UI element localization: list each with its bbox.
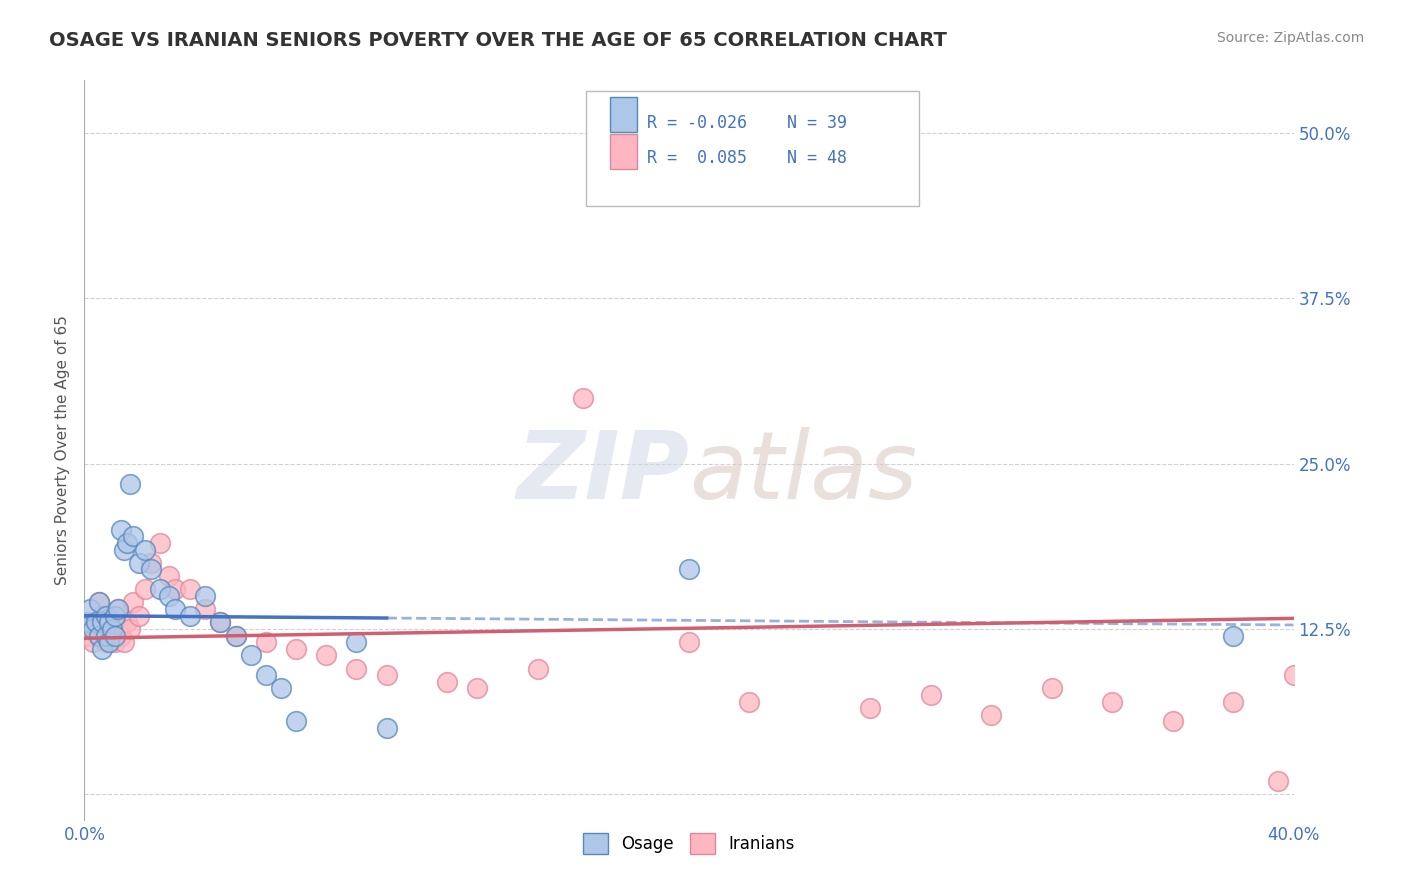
Point [225, 629, 247, 643]
Point [254, 668, 277, 682]
Point [678, 562, 700, 576]
Point [118, 622, 141, 636]
Point [346, 662, 368, 676]
Point [128, 608, 150, 623]
Point [436, 674, 458, 689]
Point [94, 629, 117, 643]
Point [97, 622, 120, 636]
Point [134, 582, 156, 597]
Point [139, 556, 162, 570]
Point [225, 629, 247, 643]
Point [194, 589, 217, 603]
Point [1040, 681, 1063, 696]
Point [165, 602, 187, 616]
Point [89, 629, 111, 643]
Point [76, 615, 98, 630]
Text: R =  0.085    N = 48: R = 0.085 N = 48 [647, 149, 846, 167]
Point [157, 589, 180, 603]
Point [121, 595, 143, 609]
Point [209, 615, 232, 630]
Point [110, 523, 132, 537]
Point [118, 476, 141, 491]
Point [89, 629, 111, 643]
Point [104, 629, 127, 643]
Point [738, 695, 761, 709]
Point [179, 582, 201, 597]
FancyBboxPatch shape [610, 96, 637, 132]
Point [112, 542, 135, 557]
Text: atlas: atlas [689, 427, 917, 518]
Point [94, 608, 117, 623]
Point [110, 629, 132, 643]
Point [82, 635, 104, 649]
Point [100, 622, 122, 636]
Point [346, 635, 368, 649]
Point [97, 635, 120, 649]
Point [89, 595, 111, 609]
Point [572, 391, 595, 405]
Point [107, 602, 129, 616]
FancyBboxPatch shape [610, 134, 637, 169]
Point [1267, 774, 1289, 789]
Point [375, 668, 398, 682]
Point [94, 635, 117, 649]
Point [467, 681, 489, 696]
Text: OSAGE VS IRANIAN SENIORS POVERTY OVER THE AGE OF 65 CORRELATION CHART: OSAGE VS IRANIAN SENIORS POVERTY OVER TH… [49, 31, 948, 50]
Point [104, 608, 127, 623]
Point [165, 582, 187, 597]
Point [97, 615, 120, 630]
Point [209, 615, 232, 630]
Point [194, 602, 217, 616]
Point [239, 648, 262, 663]
Point [91, 615, 114, 630]
Text: ZIP: ZIP [516, 426, 689, 518]
Point [107, 602, 129, 616]
Point [1222, 695, 1244, 709]
Point [1161, 714, 1184, 729]
Point [139, 562, 162, 576]
Y-axis label: Seniors Poverty Over the Age of 65: Seniors Poverty Over the Age of 65 [55, 316, 70, 585]
Point [112, 635, 135, 649]
Point [270, 681, 292, 696]
Point [91, 641, 114, 656]
Point [86, 615, 108, 630]
Point [115, 615, 138, 630]
Point [121, 529, 143, 543]
Point [86, 615, 108, 630]
Text: R = -0.026    N = 39: R = -0.026 N = 39 [647, 113, 846, 132]
Point [149, 582, 172, 597]
Point [254, 635, 277, 649]
Point [1282, 668, 1305, 682]
Point [104, 615, 127, 630]
Point [527, 662, 550, 676]
Point [76, 629, 98, 643]
Point [285, 641, 308, 656]
Point [82, 622, 104, 636]
Point [859, 701, 882, 715]
Point [157, 569, 180, 583]
Point [79, 622, 101, 636]
Point [89, 595, 111, 609]
Point [920, 688, 942, 702]
FancyBboxPatch shape [586, 91, 918, 206]
Point [104, 635, 127, 649]
Point [134, 542, 156, 557]
Point [115, 536, 138, 550]
Text: Source: ZipAtlas.com: Source: ZipAtlas.com [1216, 31, 1364, 45]
Point [128, 556, 150, 570]
Point [79, 602, 101, 616]
Point [1101, 695, 1123, 709]
Point [149, 536, 172, 550]
Point [91, 608, 114, 623]
Point [375, 721, 398, 735]
Point [1222, 629, 1244, 643]
Legend: Osage, Iranians: Osage, Iranians [576, 827, 801, 861]
Point [179, 608, 201, 623]
Point [678, 635, 700, 649]
Point [285, 714, 308, 729]
Point [315, 648, 337, 663]
Point [980, 707, 1002, 722]
Point [100, 629, 122, 643]
